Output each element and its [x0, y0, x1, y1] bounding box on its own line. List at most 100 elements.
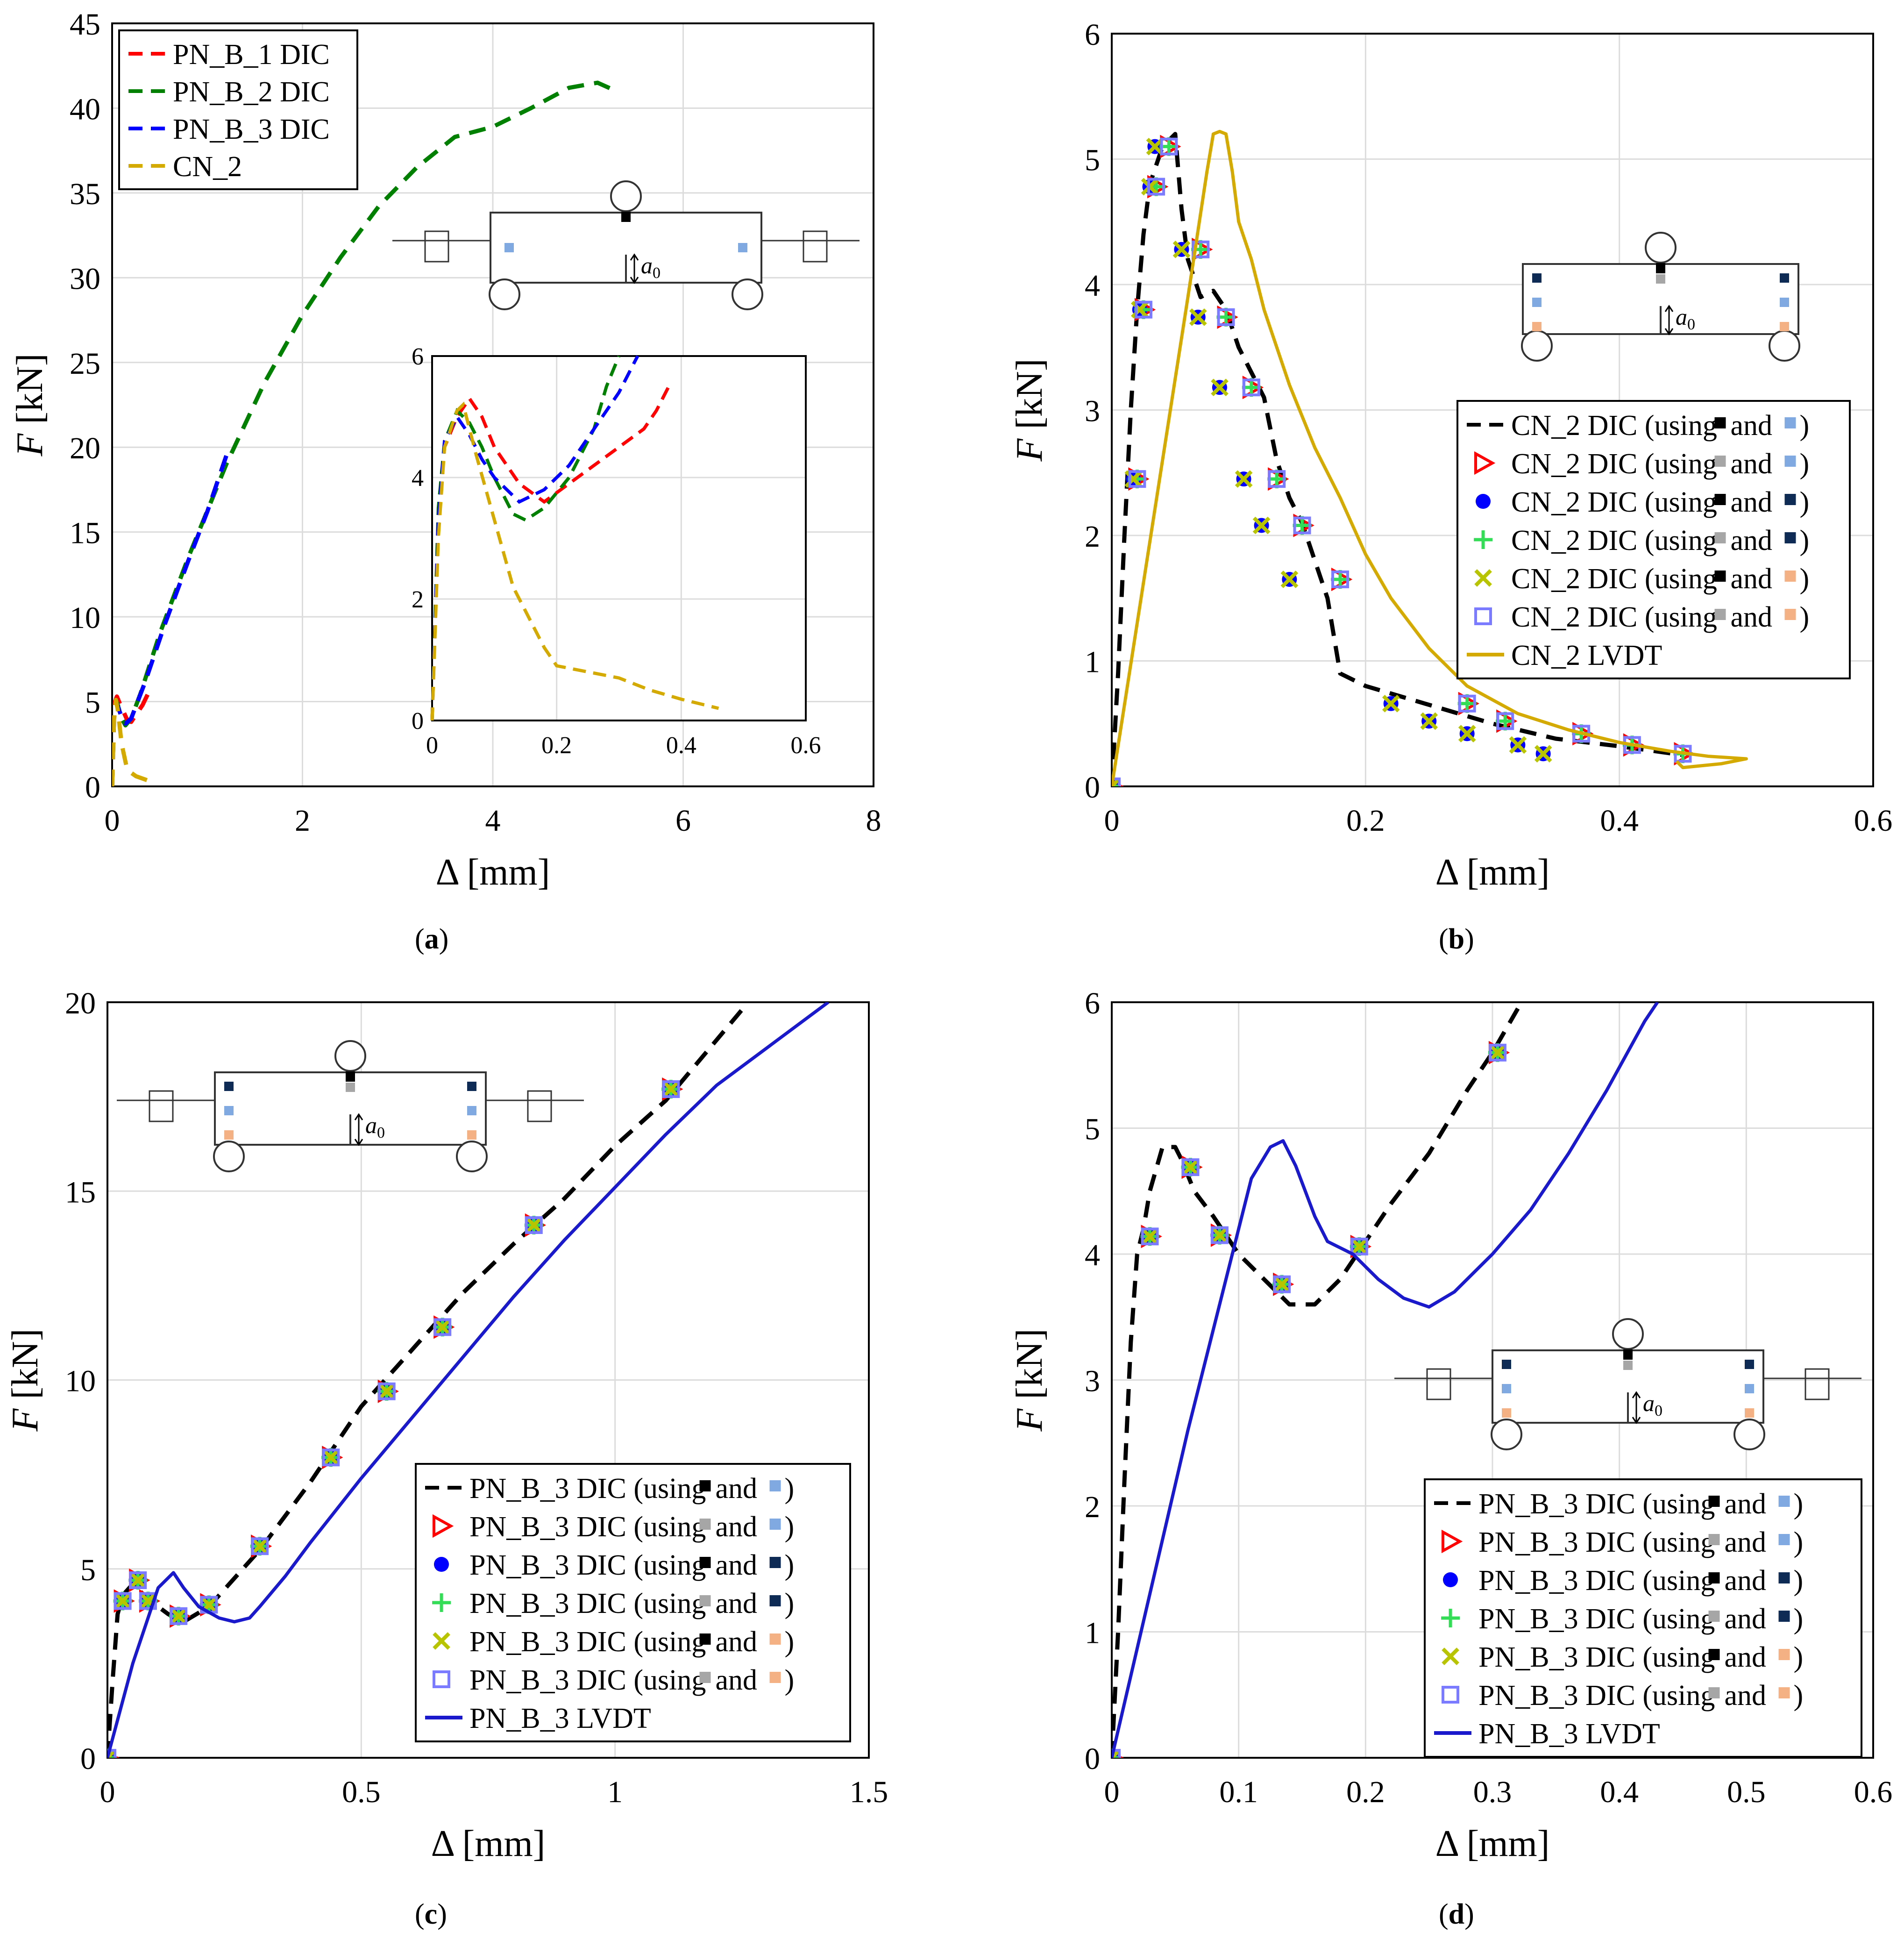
specimen-diagram-a: a0 — [392, 180, 860, 310]
inset-y-tick: 6 — [412, 343, 424, 370]
legend-point-a — [1714, 456, 1726, 467]
y-tick-label: 5 — [1085, 1113, 1100, 1147]
marker-square — [1273, 1275, 1291, 1293]
dic-point-gray — [1656, 274, 1665, 284]
marker-plus — [1441, 1609, 1460, 1627]
inset-frame — [431, 355, 807, 721]
loading-block — [346, 1071, 355, 1082]
legend-point-b — [1778, 1572, 1790, 1583]
legend-and: and — [1731, 448, 1773, 480]
plot-frame — [1111, 33, 1874, 787]
dic-point-gray — [346, 1083, 355, 1092]
marker-square — [1293, 516, 1311, 535]
legend-point-b — [769, 1595, 781, 1606]
support-right — [1733, 1419, 1765, 1450]
marker-x — [251, 1537, 269, 1555]
marker-x — [1474, 569, 1492, 587]
legend-label: PN_B_3 DIC (using — [469, 1511, 706, 1543]
x-axis-label: Δ [mm] — [431, 1823, 546, 1864]
x-tick-label: 0 — [1104, 1775, 1120, 1809]
panel-b: 0 0.2 0.4 0.6 0 1 2 3 4 5 6 Δ [mm] F [kN] CN_2 DIC (u… — [1009, 18, 1892, 893]
legend-close: ) — [1800, 563, 1810, 595]
support-right — [456, 1141, 488, 1172]
legend-close: ) — [785, 1664, 795, 1696]
legend-label: PN_B_3 DIC (using — [469, 1549, 706, 1581]
legend-close: ) — [785, 1511, 795, 1543]
caption-d: (d) — [1439, 1898, 1474, 1930]
legend-point-b — [1784, 494, 1796, 505]
y-tick-label: 20 — [70, 431, 100, 465]
legend-close: ) — [1794, 1488, 1804, 1520]
marker-square — [1192, 240, 1210, 258]
dic-point — [1780, 298, 1789, 307]
support-right — [1769, 330, 1800, 362]
marker-square — [1488, 1043, 1506, 1062]
marker-square — [170, 1607, 188, 1625]
legend-and: and — [716, 1588, 758, 1619]
marker-square — [1128, 470, 1146, 488]
y-tick-label: 35 — [70, 177, 100, 211]
x-tick-label: 0.5 — [342, 1775, 381, 1809]
y-tick-label: 6 — [1085, 986, 1100, 1020]
marker-x — [1509, 736, 1527, 754]
legend-close: ) — [1794, 1565, 1804, 1597]
x-axis-label: Δ [mm] — [1435, 1823, 1550, 1864]
x-tick-label: 0.6 — [1854, 1775, 1893, 1809]
legend-close: ) — [1794, 1680, 1804, 1712]
legend-and: and — [1725, 1488, 1767, 1520]
marker-x — [1211, 378, 1229, 396]
legend-close: ) — [785, 1588, 795, 1619]
legend-close: ) — [1794, 1526, 1804, 1558]
notch-arrow — [354, 1113, 363, 1146]
y-tick-label: 0 — [1085, 1742, 1100, 1776]
loading-block — [621, 212, 631, 222]
marker-x — [1146, 137, 1164, 156]
legend-label: PN_B_3 DIC (using — [469, 1473, 706, 1505]
y-tick-label: 3 — [1085, 394, 1100, 428]
legend-point-b — [1778, 1649, 1790, 1660]
legend-close: ) — [1800, 410, 1810, 442]
dic-point — [1502, 1408, 1511, 1418]
legend: PN_B_3 DIC (using and) PN_B_3 DIC (using an… — [415, 1463, 851, 1742]
marker-x — [1273, 1275, 1291, 1293]
marker-x — [129, 1571, 147, 1589]
support-right — [732, 278, 763, 310]
legend-point-a — [1708, 1649, 1720, 1660]
y-tick-label: 30 — [70, 262, 100, 296]
dic-point — [1780, 273, 1789, 283]
dic-point — [1502, 1360, 1511, 1369]
legend-point-a — [699, 1557, 711, 1568]
y-tick-label: 6 — [1085, 18, 1100, 52]
series-group — [1112, 129, 1748, 786]
marker-square — [662, 1080, 680, 1098]
legend-point-b — [1778, 1611, 1790, 1622]
lvdt-right — [761, 230, 860, 263]
marker-x — [1442, 1648, 1459, 1665]
x-tick-label: 0.2 — [1346, 804, 1385, 838]
legend-label: PN_B_3 DIC (using — [1478, 1565, 1715, 1597]
marker-x — [1112, 777, 1121, 786]
legend-point-b — [769, 1557, 781, 1568]
inset-series-2 — [430, 355, 639, 721]
load-roller — [334, 1040, 366, 1072]
legend-point-b — [1778, 1496, 1790, 1507]
legend-and: and — [1731, 601, 1773, 633]
series-group — [112, 80, 618, 786]
legend-point-a — [1708, 1496, 1720, 1507]
dic-point — [1532, 273, 1542, 283]
marker-circle — [1443, 1572, 1458, 1587]
legend-point-a — [1708, 1572, 1720, 1583]
marker-square — [1331, 570, 1349, 588]
notch-arrow — [1632, 1391, 1641, 1424]
marker-x — [1235, 470, 1253, 488]
legend-point-a — [699, 1595, 711, 1606]
specimen-diagram-d: a0 — [1394, 1318, 1861, 1450]
notch-arrow — [630, 253, 639, 284]
legend-close: ) — [785, 1626, 795, 1658]
y-axis-label: F [kN] — [1009, 1329, 1050, 1432]
legend-point-b — [1778, 1534, 1790, 1545]
x-tick-label: 0 — [1104, 804, 1120, 838]
caption-c: (c) — [415, 1898, 447, 1930]
marker-x — [170, 1607, 187, 1625]
